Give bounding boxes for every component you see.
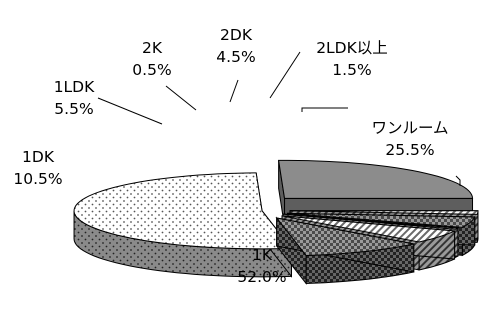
slice-value-label: 1.5%	[332, 61, 371, 79]
pie-slices	[73, 159, 479, 285]
slice-value-label: 4.5%	[216, 48, 255, 66]
slice-name-label: ワンルーム	[371, 119, 448, 137]
leader-line	[269, 51, 301, 99]
slice-value-label: 0.5%	[132, 61, 171, 79]
slice-name-label: 2K	[142, 39, 163, 57]
pie-slice-top	[278, 159, 474, 199]
leader-line	[165, 85, 197, 111]
leader-line	[301, 107, 461, 186]
slice-value-label: 52.0%	[237, 268, 286, 286]
leader-line	[97, 97, 163, 125]
pie-slice-top	[281, 215, 455, 243]
slice-value-label: 10.5%	[13, 170, 62, 188]
pie-slice-top	[283, 213, 460, 230]
pie-slice-top	[289, 210, 479, 215]
slice-labels: ワンルーム 25.5% 1K 52.0% 1DK 10.5% 1LDK 5.5% 2K 0.5% 2…	[13, 26, 448, 286]
pie-slice-1	[73, 172, 293, 278]
leader-lines	[97, 51, 461, 186]
slice-name-label: 1K	[252, 246, 273, 264]
slice-name-label: 1LDK	[54, 78, 95, 96]
slice-value-label: 25.5%	[385, 141, 434, 159]
slice-name-label: 2DK	[220, 26, 253, 44]
pie-slice-2	[275, 216, 415, 285]
leader-line	[229, 79, 239, 103]
slice-name-label: 1DK	[22, 148, 55, 166]
pie-slice-top	[73, 172, 293, 250]
slice-value-label: 5.5%	[54, 100, 93, 118]
pie-slice-top	[275, 217, 414, 256]
slice-name-label: 2LDK以上	[316, 39, 388, 57]
pie-slice-top	[287, 212, 476, 228]
